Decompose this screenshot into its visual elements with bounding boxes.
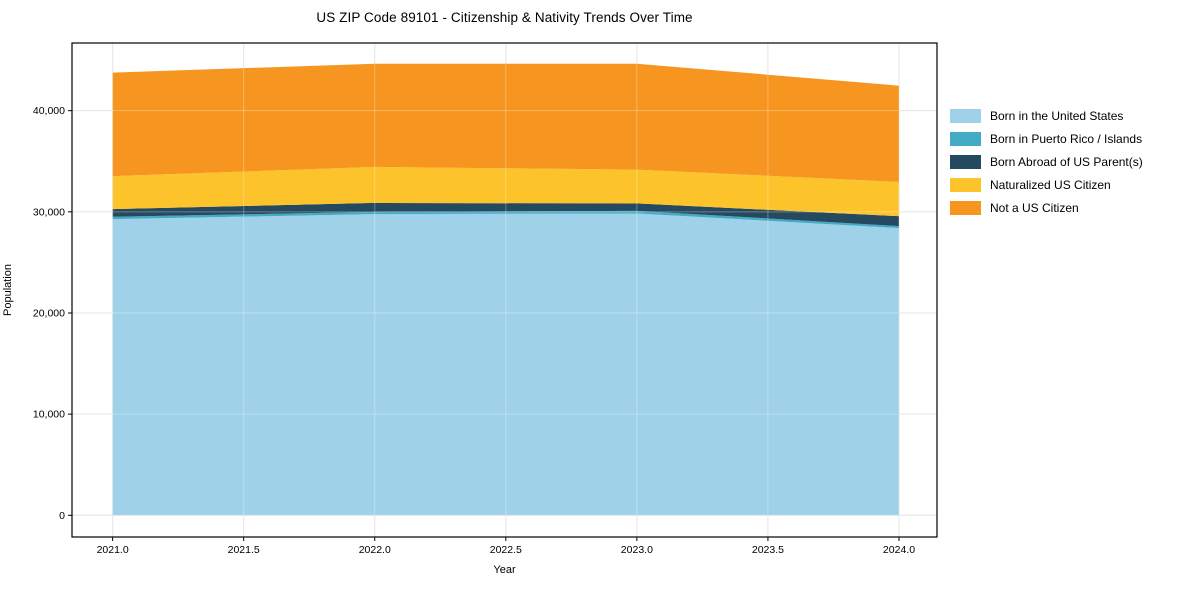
y-tick-label: 20,000 — [33, 307, 65, 319]
y-tick-label: 30,000 — [33, 206, 65, 218]
legend-swatch-icon — [950, 154, 981, 169]
legend-label: Born in the United States — [990, 108, 1124, 123]
chart-title: US ZIP Code 89101 - Citizenship & Nativi… — [316, 10, 693, 25]
y-tick-label: 10,000 — [33, 409, 65, 421]
x-tick-label: 2022.5 — [490, 544, 522, 556]
legend-swatch-icon — [950, 177, 981, 192]
area-series-4 — [112, 63, 899, 182]
legend-label: Born in Puerto Rico / Islands — [990, 131, 1143, 146]
area-series-2 — [112, 202, 899, 227]
legend-swatch-icon — [950, 131, 981, 146]
x-tick-label: 2023.5 — [752, 544, 784, 556]
x-tick-label: 2024.0 — [883, 544, 915, 556]
legend-item: Not a US Citizen — [950, 196, 1143, 219]
legend-item: Born in the United States — [950, 104, 1143, 127]
legend: Born in the United States Born in Puerto… — [950, 104, 1143, 219]
legend-item: Born Abroad of US Parent(s) — [950, 150, 1143, 173]
legend-item: Naturalized US Citizen — [950, 173, 1143, 196]
area-series-0 — [112, 213, 899, 516]
legend-label: Naturalized US Citizen — [990, 177, 1111, 192]
y-tick-label: 0 — [59, 510, 65, 522]
legend-swatch-icon — [950, 108, 981, 123]
y-tick-label: 40,000 — [33, 105, 65, 117]
plot-frame — [71, 42, 938, 538]
x-tick-label: 2021.5 — [228, 544, 260, 556]
x-tick-label: 2021.0 — [97, 544, 129, 556]
legend-swatch-icon — [950, 200, 981, 215]
legend-label: Born Abroad of US Parent(s) — [990, 154, 1143, 169]
x-tick-label: 2022.0 — [359, 544, 391, 556]
y-axis-label: Population — [2, 264, 14, 316]
area-series-3 — [112, 166, 899, 217]
area-series-1 — [112, 210, 899, 229]
legend-label: Not a US Citizen — [990, 200, 1079, 215]
legend-item: Born in Puerto Rico / Islands — [950, 127, 1143, 150]
x-axis-label: Year — [493, 564, 516, 576]
x-tick-label: 2023.0 — [621, 544, 653, 556]
